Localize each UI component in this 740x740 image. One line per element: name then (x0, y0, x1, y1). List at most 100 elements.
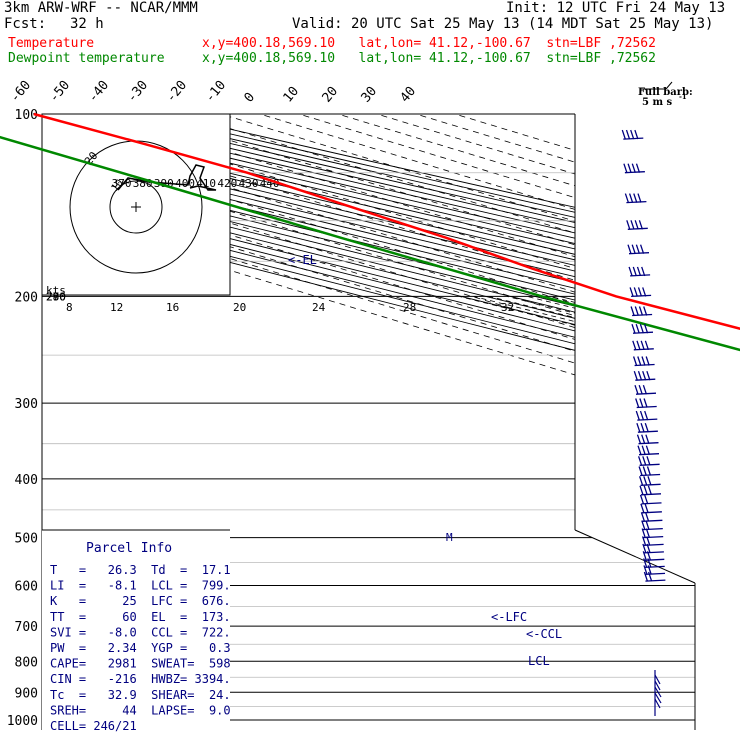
moist-adiabat (459, 296, 575, 326)
temperature-tick-label: 20 (320, 84, 342, 106)
wind-barb-flag (644, 340, 650, 351)
wind-barb-shaft (643, 551, 664, 554)
wind-barb-flag (645, 445, 651, 455)
pressure-label: 200 (15, 290, 38, 305)
wind-barb-flag (641, 445, 646, 455)
pressure-label: 600 (15, 580, 38, 595)
hodograph-inset: 20 10 kts (41, 113, 231, 297)
temperature-tick-label: -60 (8, 78, 35, 106)
wind-barb-flag (632, 340, 637, 351)
wind-barb-flag (644, 512, 650, 522)
wind-barb-shaft (643, 535, 664, 539)
wind-barb-flag (631, 163, 636, 173)
pressure-label: 700 (15, 620, 38, 635)
speed-tick: 32 (501, 301, 514, 314)
wind-barb-flag (641, 528, 646, 538)
wind-barb-flag (633, 370, 638, 381)
moist-adiabat (695, 296, 740, 720)
theta-label: 370 (112, 177, 132, 190)
wind-barb-flag (626, 220, 631, 230)
wind-barb-flag (635, 244, 641, 254)
wind-barb-flag (630, 129, 635, 140)
parcel-info-row: Tc = 32.9 SHEAR= 24. (50, 688, 231, 702)
wind-barb-shaft (643, 543, 664, 547)
lfc-marker: <-LFC (491, 610, 527, 624)
wind-barb-flag (644, 503, 649, 514)
isotherm-line (259, 114, 575, 210)
wind-barb-flag (638, 306, 644, 316)
init-time: Init: 12 UTC Fri 24 May 13 (506, 0, 726, 16)
hodo-units: kts (46, 284, 66, 297)
wind-barb-flag (631, 323, 636, 334)
temperature-station-info: x,y=400.18,569.10 lat,lon= 41.12,-100.67… (202, 36, 656, 51)
temperature-tick-label: -30 (125, 78, 152, 106)
barb-legend-exp: -1 (679, 92, 687, 101)
wind-barb-flag (643, 323, 649, 334)
wind-barb-flag (636, 422, 641, 433)
temperature-tick-label: 0 (242, 90, 259, 106)
wind-barb-flag (647, 476, 652, 486)
temperature-profile (33, 112, 740, 331)
surface-barbs (654, 670, 662, 716)
moist-adiabat (489, 296, 575, 319)
pressure-label: 100 (15, 108, 38, 123)
wind-barb-flag (642, 370, 647, 381)
wind-barb-flag (639, 410, 645, 421)
theta-side-label: 280 (46, 290, 66, 303)
wind-barb-flag (635, 323, 640, 334)
wind-barb-flag (646, 551, 652, 561)
model-title: 3km ARW-WRF -- NCAR/MMM (4, 0, 198, 16)
wind-barb-flag (643, 485, 648, 496)
parcel-info-row: PW = 2.34 YGP = 0.3 (50, 641, 231, 655)
wind-barb-flag (647, 558, 652, 568)
moist-adiabat (526, 296, 575, 309)
isotherm-line (220, 114, 575, 222)
wind-barb-flag (645, 434, 650, 444)
wind-barb-flag (647, 485, 653, 496)
wind-barb-flag (638, 466, 643, 476)
wind-barb-flag (642, 384, 648, 395)
parcel-info-row: SREH= 44 LAPSE= 9.0 (50, 703, 231, 717)
wind-barb-flag (644, 494, 649, 505)
theta-labels: 370 380 390 400 410 420 430 440 (112, 177, 280, 190)
theta-side-label: 290 (46, 290, 66, 303)
wind-barb-flag (640, 503, 645, 514)
wind-barbs (621, 129, 666, 582)
wind-barb-flag (647, 571, 653, 582)
wind-barb-flag (643, 476, 648, 486)
wind-barb-flag (628, 266, 633, 277)
theta-label: 440 (260, 177, 280, 190)
parcel-info-box: Parcel Info T = 26.3 Td = 17.1 LI = -8.1 … (42, 529, 231, 733)
barb-legend-line1: Full barb: (638, 87, 693, 98)
temperature-tick-label: 10 (281, 84, 303, 106)
wind-barb-flag (637, 370, 643, 381)
wind-barb-flag (644, 410, 649, 421)
wind-barb-flag (646, 466, 652, 476)
wind-barb-flag (646, 370, 651, 381)
lcl-marker: LCL (528, 654, 550, 668)
wind-barb-shaft (642, 527, 663, 531)
wind-barb-shaft (641, 502, 662, 505)
parcel-info-row: K = 25 LFC = 676. (50, 594, 231, 608)
wind-barb-flag (636, 266, 642, 277)
wind-barb-flag (641, 536, 647, 546)
wind-barb-flag (634, 384, 639, 395)
moist-adiabat (473, 296, 575, 322)
wind-barb-shaft (641, 511, 662, 514)
wind-barb-flag (642, 466, 647, 476)
temperature-tick-label: 40 (398, 84, 420, 106)
isotherm-line (64, 114, 575, 269)
wind-barb-flag (639, 323, 645, 334)
wind-barb-flag (643, 565, 648, 575)
wind-barb-flag (646, 543, 651, 554)
wind-barb-flag (639, 398, 644, 408)
wind-barb-flag (642, 287, 647, 297)
speed-tick: 8 (66, 301, 73, 314)
wind-barb-flag (641, 266, 646, 277)
isotherm-line (42, 118, 575, 281)
parcel-info-row: LI = -8.1 LCL = 799. (50, 579, 231, 593)
parcel-info-row: CIN = -216 HWBZ= 3394. (50, 672, 231, 686)
wind-barb-flag (630, 220, 635, 230)
wind-barb-flag (642, 543, 647, 554)
